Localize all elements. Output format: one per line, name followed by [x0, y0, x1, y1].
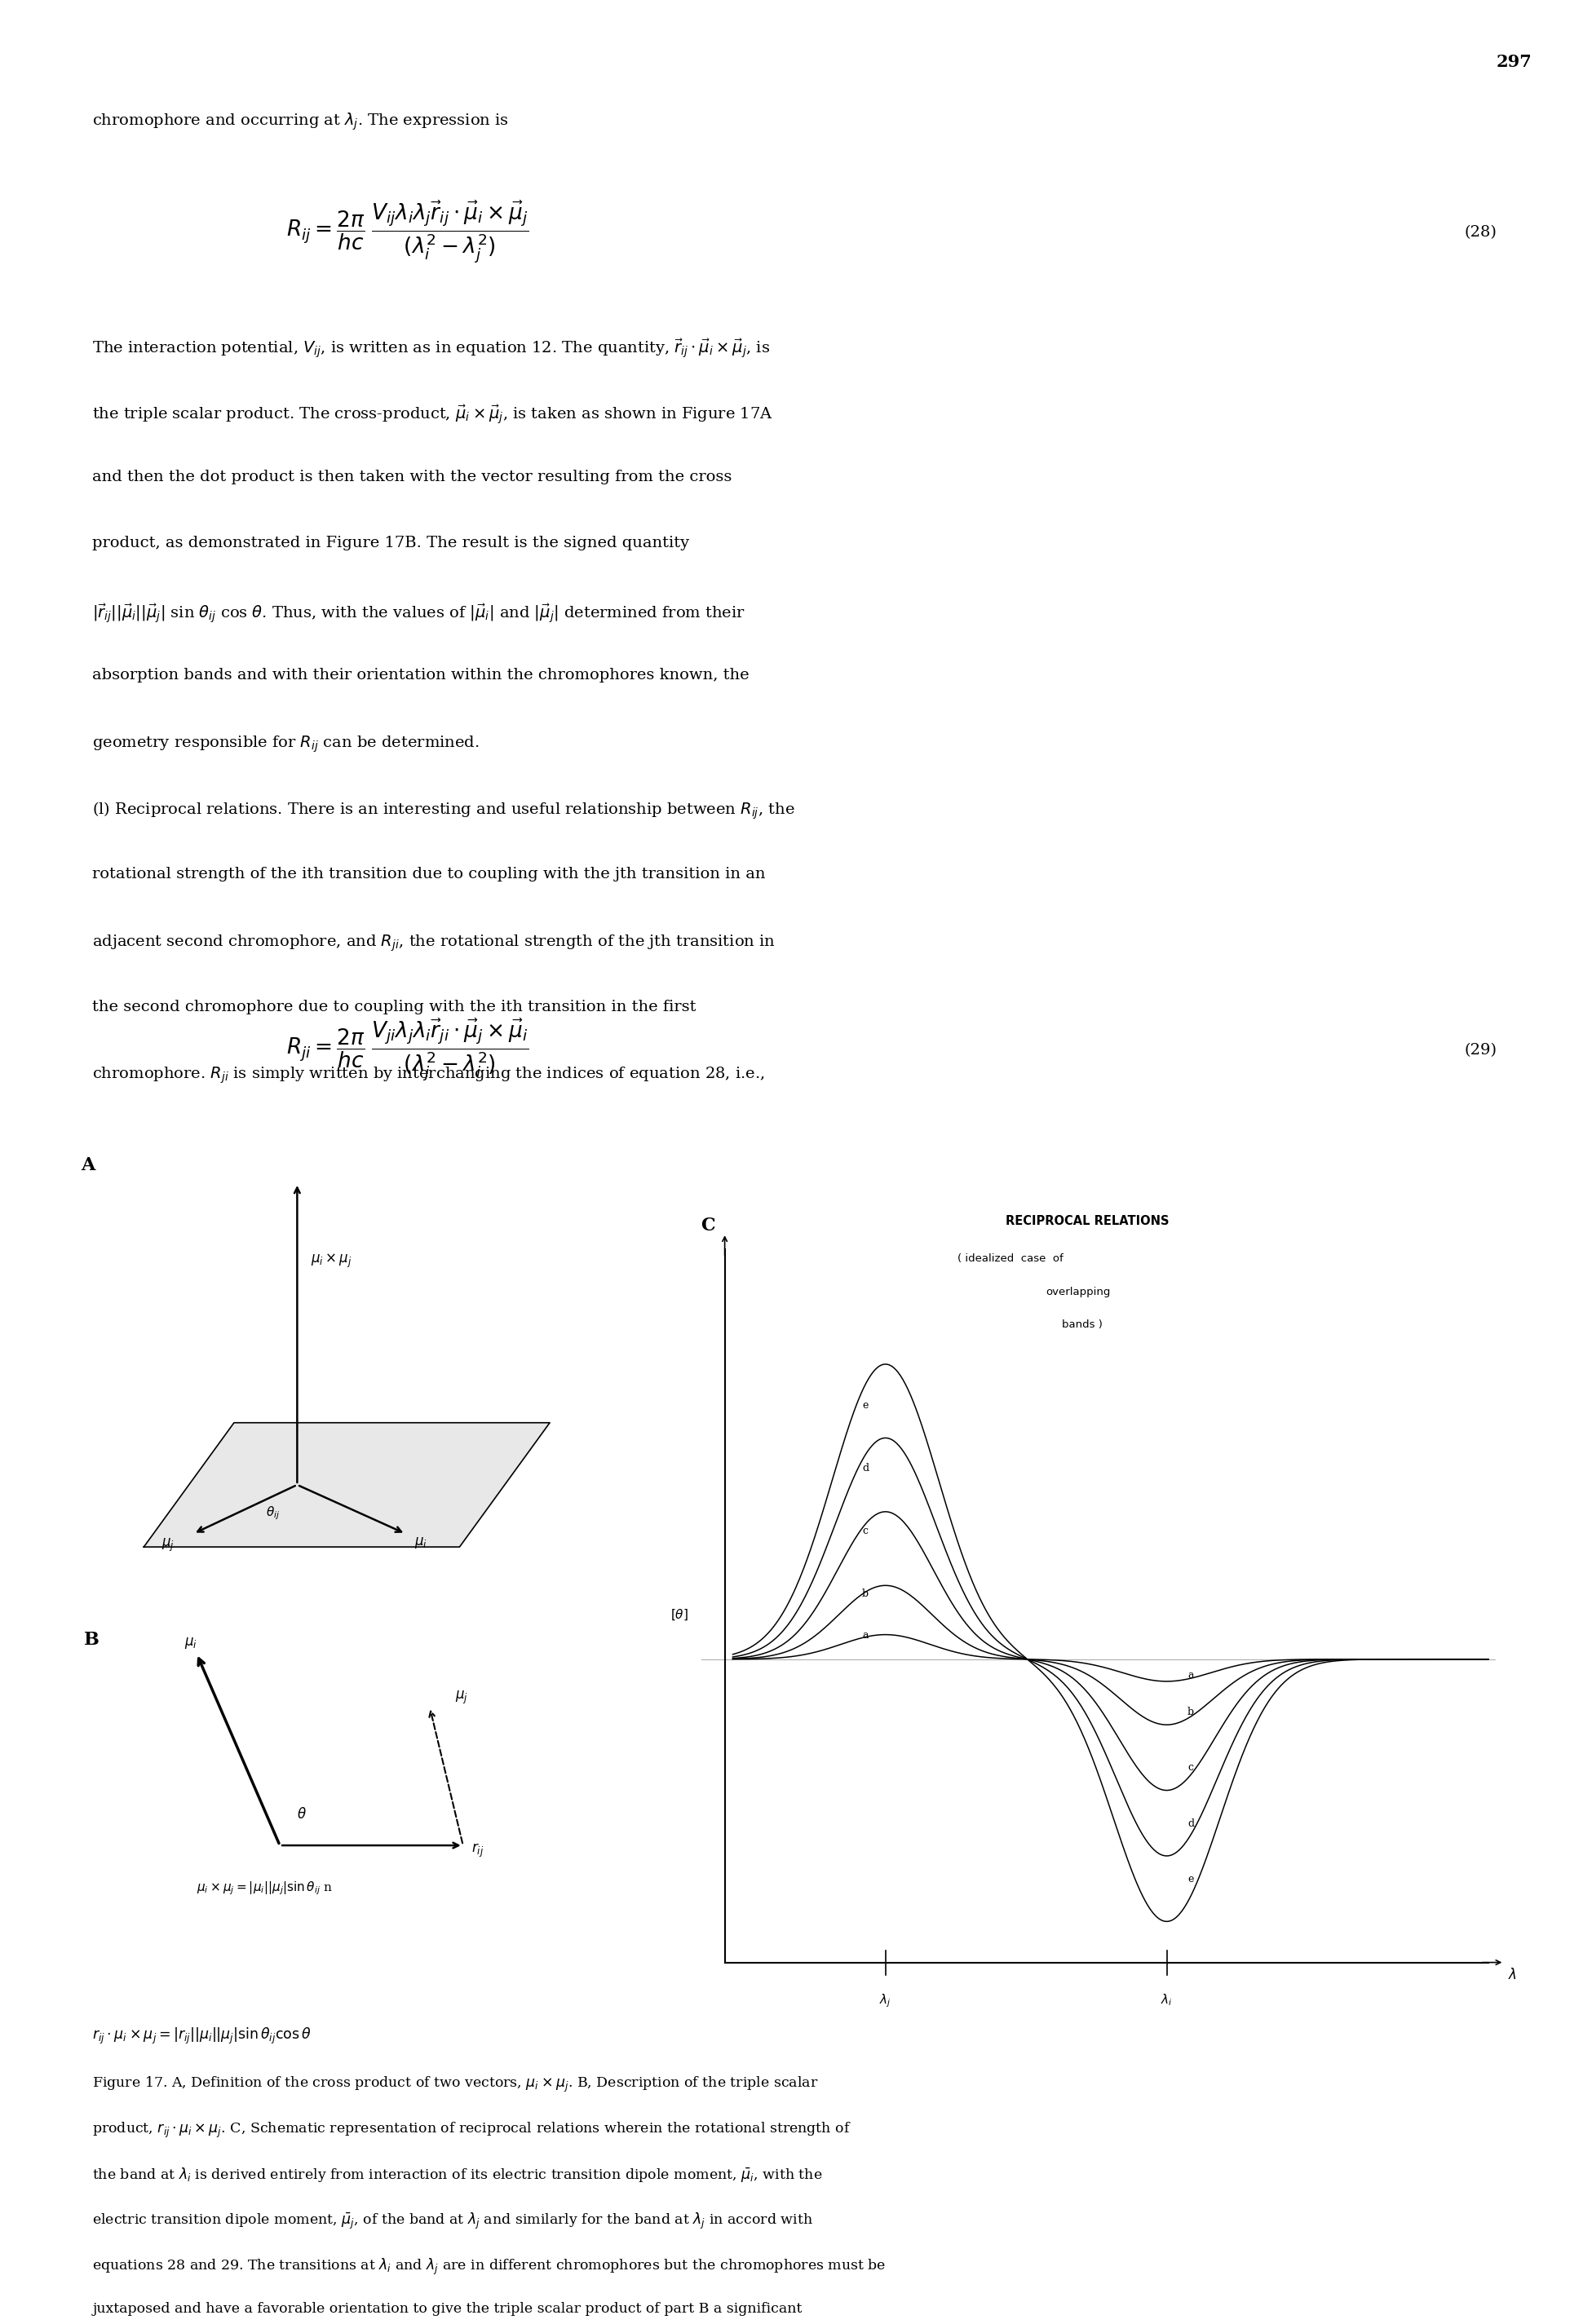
- Text: overlapping: overlapping: [1046, 1287, 1111, 1297]
- Polygon shape: [143, 1422, 549, 1548]
- Text: The interaction potential, $V_{ij}$, is written as in equation 12. The quantity,: The interaction potential, $V_{ij}$, is …: [92, 337, 771, 360]
- Text: the band at $\lambda_i$ is derived entirely from interaction of its electric tra: the band at $\lambda_i$ is derived entir…: [92, 2166, 823, 2185]
- Text: $[\theta]$: $[\theta]$: [670, 1608, 689, 1622]
- Text: $\mu_i$: $\mu_i$: [414, 1536, 428, 1550]
- Text: ( idealized  case  of: ( idealized case of: [958, 1253, 1063, 1264]
- Text: c: c: [1188, 1762, 1194, 1773]
- Text: $\mu_i$: $\mu_i$: [185, 1636, 197, 1650]
- Text: $\mu_j$: $\mu_j$: [455, 1690, 468, 1706]
- Text: chromophore and occurring at $\lambda_j$. The expression is: chromophore and occurring at $\lambda_j$…: [92, 112, 509, 132]
- Text: a: a: [1188, 1671, 1194, 1680]
- Text: juxtaposed and have a favorable orientation to give the triple scalar product of: juxtaposed and have a favorable orientat…: [92, 2301, 802, 2315]
- Text: absorption bands and with their orientation within the chromophores known, the: absorption bands and with their orientat…: [92, 669, 750, 683]
- Text: C: C: [700, 1218, 715, 1234]
- Text: $\mu_i \times \mu_j = |\mu_i||\mu_j| \sin \theta_{ij}$ n: $\mu_i \times \mu_j = |\mu_i||\mu_j| \si…: [196, 1880, 333, 1896]
- Text: 297: 297: [1496, 53, 1532, 70]
- Text: electric transition dipole moment, $\bar{\mu}_j$, of the band at $\lambda_j$ and: electric transition dipole moment, $\bar…: [92, 2212, 814, 2231]
- Text: adjacent second chromophore, and $R_{ji}$, the rotational strength of the jth tr: adjacent second chromophore, and $R_{ji}…: [92, 932, 775, 953]
- Text: b: b: [1188, 1706, 1194, 1717]
- Text: $\theta$: $\theta$: [296, 1808, 306, 1822]
- Text: the second chromophore due to coupling with the ith transition in the first: the second chromophore due to coupling w…: [92, 999, 696, 1013]
- Text: a: a: [863, 1629, 868, 1641]
- Text: (29): (29): [1465, 1043, 1496, 1057]
- Text: Figure 17. A, Definition of the cross product of two vectors, $\mu_i \times \mu_: Figure 17. A, Definition of the cross pr…: [92, 2075, 818, 2094]
- Text: B: B: [84, 1631, 100, 1648]
- Text: $R_{ji} = \dfrac{2\pi}{hc} \; \dfrac{V_{ji}\lambda_j\lambda_i \vec{r}_{ji} \cdot: $R_{ji} = \dfrac{2\pi}{hc} \; \dfrac{V_{…: [287, 1018, 530, 1083]
- Text: bands ): bands ): [1062, 1320, 1103, 1329]
- Text: (l) Reciprocal relations. There is an interesting and useful relationship betwee: (l) Reciprocal relations. There is an in…: [92, 799, 794, 820]
- Text: $\lambda_j$: $\lambda_j$: [879, 1992, 892, 2008]
- Text: (28): (28): [1465, 225, 1496, 239]
- Text: $\theta_{ij}$: $\theta_{ij}$: [266, 1504, 280, 1522]
- Text: geometry responsible for $R_{ij}$ can be determined.: geometry responsible for $R_{ij}$ can be…: [92, 734, 479, 755]
- Text: product, as demonstrated in Figure 17B. The result is the signed quantity: product, as demonstrated in Figure 17B. …: [92, 537, 689, 551]
- Text: equations 28 and 29. The transitions at $\lambda_i$ and $\lambda_j$ are in diffe: equations 28 and 29. The transitions at …: [92, 2257, 887, 2275]
- Text: and then the dot product is then taken with the vector resulting from the cross: and then the dot product is then taken w…: [92, 469, 732, 483]
- Text: $\lambda$: $\lambda$: [1508, 1968, 1517, 1982]
- Text: $\mu_i \times \mu_j$: $\mu_i \times \mu_j$: [310, 1253, 352, 1269]
- Text: $|\vec{r}_{ij}||\vec{\mu}_i||\vec{\mu}_j|$ sin $\theta_{ij}$ cos $\theta$. Thus,: $|\vec{r}_{ij}||\vec{\mu}_i||\vec{\mu}_j…: [92, 602, 745, 625]
- Text: RECIPROCAL RELATIONS: RECIPROCAL RELATIONS: [1006, 1215, 1170, 1227]
- Text: e: e: [1188, 1873, 1194, 1885]
- Text: d: d: [861, 1464, 869, 1473]
- Text: rotational strength of the ith transition due to coupling with the jth transitio: rotational strength of the ith transitio…: [92, 867, 766, 881]
- Text: chromophore. $R_{ji}$ is simply written by interchanging the indices of equation: chromophore. $R_{ji}$ is simply written …: [92, 1067, 766, 1085]
- Text: e: e: [863, 1401, 868, 1411]
- Text: $\mu_j$: $\mu_j$: [162, 1536, 175, 1552]
- Text: product, $r_{ij} \cdot \mu_i \times \mu_j$. C, Schematic representation of recip: product, $r_{ij} \cdot \mu_i \times \mu_…: [92, 2119, 852, 2140]
- Text: $r_{ij} \cdot \mu_i \times \mu_j = |r_{ij}||\mu_i||\mu_j| \sin \theta_{ij} \cos : $r_{ij} \cdot \mu_i \times \mu_j = |r_{i…: [92, 2027, 312, 2045]
- Text: the triple scalar product. The cross-product, $\vec{\mu}_i \times \vec{\mu}_j$, : the triple scalar product. The cross-pro…: [92, 404, 774, 425]
- Text: b: b: [861, 1587, 869, 1599]
- Text: A: A: [81, 1157, 96, 1174]
- Text: $R_{ij} = \dfrac{2\pi}{hc} \; \dfrac{V_{ij}\lambda_i\lambda_j \vec{r}_{ij} \cdot: $R_{ij} = \dfrac{2\pi}{hc} \; \dfrac{V_{…: [287, 200, 530, 265]
- Text: $r_{ij}$: $r_{ij}$: [471, 1843, 484, 1859]
- Text: $\lambda_i$: $\lambda_i$: [1161, 1992, 1173, 2008]
- Text: d: d: [1188, 1817, 1194, 1829]
- Text: c: c: [863, 1525, 868, 1536]
